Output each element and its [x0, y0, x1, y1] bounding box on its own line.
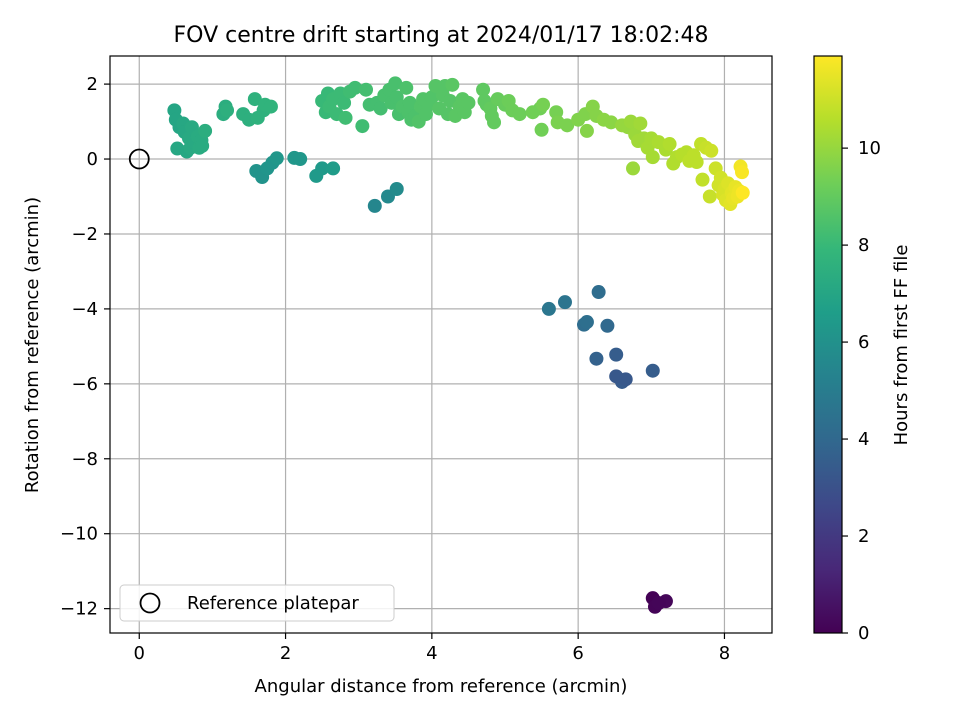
- y-axis-ticks: 2 0 −2 −4 −6 −8 −10 −12: [60, 74, 110, 620]
- data-point: [337, 95, 352, 110]
- x-tick-label: 2: [280, 643, 291, 664]
- data-point: [445, 77, 460, 92]
- colorbar-tick-label: 6: [858, 332, 869, 353]
- data-point: [695, 172, 710, 187]
- colorbar-label: Hours from first FF file: [891, 245, 912, 446]
- legend: Reference platepar: [119, 584, 395, 622]
- data-point: [689, 155, 704, 170]
- colorbar-tick-label: 2: [858, 526, 869, 547]
- data-point: [198, 123, 213, 138]
- x-tick-label: 0: [134, 643, 145, 664]
- x-axis-ticks: 0 2 4 6 8: [134, 633, 730, 664]
- y-tick-label: −8: [71, 449, 98, 470]
- data-point: [388, 76, 403, 91]
- colorbar-tick-label: 8: [858, 235, 869, 256]
- data-point: [633, 116, 648, 131]
- data-point: [662, 137, 677, 152]
- reference-point-marker: [128, 148, 150, 170]
- data-point: [579, 315, 594, 330]
- data-point: [645, 150, 660, 165]
- x-axis-label: Angular distance from reference (arcmin): [255, 676, 628, 697]
- y-tick-label: 2: [87, 74, 98, 95]
- x-tick-label: 8: [719, 643, 730, 664]
- data-point: [536, 97, 551, 112]
- data-point: [348, 80, 363, 95]
- data-point: [367, 198, 382, 213]
- y-tick-label: −2: [71, 224, 98, 245]
- legend-marker: [139, 592, 161, 614]
- legend-label: Reference platepar: [187, 593, 359, 614]
- colorbar-ticks: 0 2 4 6 8 10: [842, 138, 881, 644]
- plot-frame: [109, 55, 773, 634]
- data-point: [651, 596, 666, 611]
- data-point: [579, 123, 594, 138]
- data-point: [560, 118, 575, 133]
- data-point: [487, 115, 502, 130]
- data-point: [626, 161, 641, 176]
- data-point: [269, 151, 284, 166]
- y-tick-label: −4: [71, 299, 98, 320]
- colorbar-gradient: [814, 56, 842, 633]
- colorbar-frame: [813, 55, 843, 634]
- y-tick-label: −6: [71, 374, 98, 395]
- data-point: [618, 372, 633, 387]
- data-points: [167, 76, 750, 614]
- data-point: [541, 301, 556, 316]
- data-point: [338, 110, 353, 125]
- data-point: [293, 152, 308, 167]
- chart-title: FOV centre drift starting at 2024/01/17 …: [174, 23, 709, 48]
- data-point: [359, 82, 374, 97]
- data-point: [461, 95, 476, 110]
- colorbar-tick-label: 0: [858, 623, 869, 644]
- data-point: [591, 285, 606, 300]
- data-point: [589, 351, 604, 366]
- data-point: [315, 161, 330, 176]
- data-point: [735, 165, 750, 180]
- data-point: [373, 101, 388, 116]
- data-point: [600, 318, 615, 333]
- data-point: [326, 161, 341, 176]
- data-point: [609, 347, 624, 362]
- data-point: [247, 92, 262, 107]
- y-axis-label: Rotation from reference (arcmin): [22, 197, 43, 493]
- data-point: [735, 185, 750, 200]
- data-point: [402, 95, 417, 110]
- data-point: [702, 189, 717, 204]
- data-point: [534, 122, 549, 137]
- y-tick-label: −12: [60, 599, 98, 620]
- y-tick-label: −10: [60, 524, 98, 545]
- data-point: [355, 119, 370, 134]
- data-point: [604, 115, 619, 130]
- x-tick-label: 4: [426, 643, 437, 664]
- data-point: [389, 182, 404, 197]
- legend-box: [119, 584, 395, 622]
- x-tick-label: 6: [572, 643, 583, 664]
- colorbar-tick-label: 4: [858, 429, 869, 450]
- data-point: [220, 103, 235, 118]
- colorbar: 0 2 4 6 8 10 Hours from first FF file: [813, 55, 912, 644]
- data-point: [704, 143, 719, 158]
- data-point: [557, 295, 572, 310]
- data-point: [512, 107, 527, 122]
- data-point: [399, 80, 414, 95]
- data-point: [195, 138, 210, 153]
- data-point: [263, 99, 278, 114]
- data-point: [645, 363, 660, 378]
- y-tick-label: 0: [87, 149, 98, 170]
- data-point: [424, 90, 439, 105]
- colorbar-tick-label: 10: [858, 138, 881, 159]
- grid-lines: [110, 56, 772, 633]
- data-point: [476, 82, 491, 97]
